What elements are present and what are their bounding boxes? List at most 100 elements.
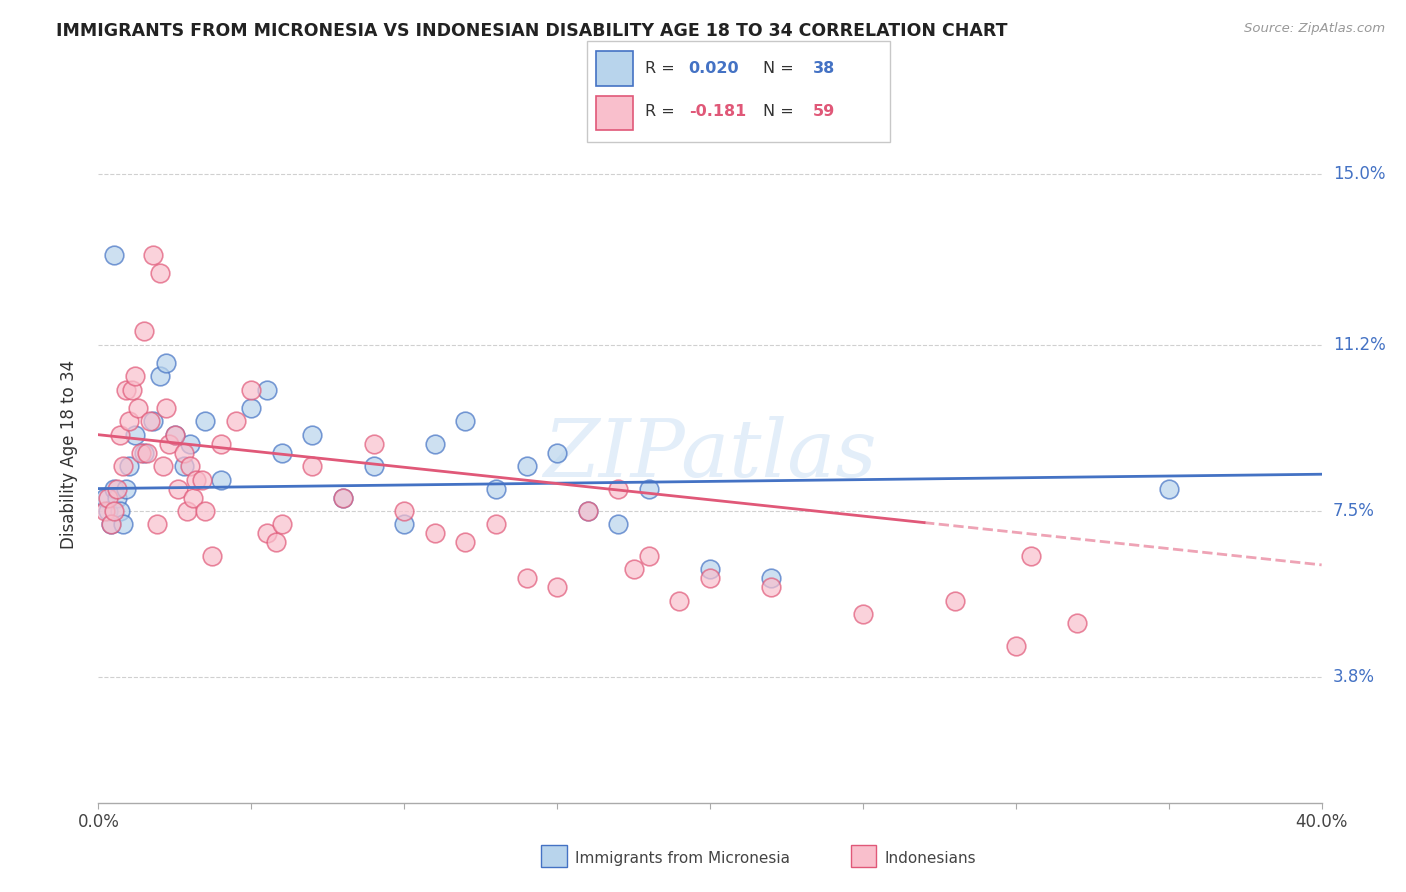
Point: [637, 482, 661, 496]
Point: [149, 266, 172, 280]
Point: [115, 482, 138, 496]
Point: [179, 459, 201, 474]
Point: [1066, 616, 1088, 631]
Text: R =: R =: [645, 62, 681, 77]
Point: [240, 383, 263, 397]
Y-axis label: Disability Age 18 to 34: Disability Age 18 to 34: [59, 360, 77, 549]
Point: [270, 517, 294, 532]
Point: [97, 491, 120, 505]
Point: [155, 401, 177, 415]
Point: [118, 414, 141, 428]
Text: N =: N =: [763, 104, 799, 120]
Point: [363, 436, 385, 450]
Text: 11.2%: 11.2%: [1333, 336, 1385, 354]
FancyBboxPatch shape: [586, 41, 890, 142]
Point: [256, 526, 278, 541]
Text: 3.8%: 3.8%: [1333, 668, 1375, 686]
Text: N =: N =: [763, 62, 799, 77]
Point: [485, 517, 508, 532]
Point: [270, 445, 294, 459]
Text: 38: 38: [813, 62, 835, 77]
Point: [699, 562, 721, 576]
Point: [134, 325, 156, 339]
Point: [546, 445, 568, 459]
Point: [179, 436, 201, 450]
Point: [157, 436, 180, 450]
Point: [332, 491, 354, 505]
Point: [118, 459, 141, 474]
Point: [181, 491, 204, 505]
Point: [363, 459, 385, 474]
FancyBboxPatch shape: [596, 95, 633, 130]
Point: [139, 414, 162, 428]
Point: [111, 459, 134, 474]
Point: [173, 459, 195, 474]
Point: [699, 571, 721, 585]
Point: [167, 482, 190, 496]
Point: [176, 504, 198, 518]
Point: [423, 526, 446, 541]
Point: [301, 427, 323, 442]
Point: [142, 248, 165, 262]
Point: [546, 580, 568, 594]
Point: [392, 517, 416, 532]
Point: [152, 459, 174, 474]
Text: 0.020: 0.020: [689, 62, 740, 77]
Text: Source: ZipAtlas.com: Source: ZipAtlas.com: [1244, 22, 1385, 36]
Point: [93, 504, 115, 518]
Point: [93, 491, 115, 505]
Point: [136, 445, 159, 459]
Point: [173, 445, 195, 459]
Point: [761, 580, 783, 594]
Point: [194, 504, 217, 518]
Point: [124, 369, 146, 384]
Point: [852, 607, 875, 622]
Point: [186, 473, 208, 487]
Text: ZIPatlas: ZIPatlas: [543, 417, 877, 493]
Point: [129, 445, 152, 459]
Point: [454, 535, 477, 549]
Text: R =: R =: [645, 104, 681, 120]
Point: [209, 473, 232, 487]
Point: [121, 383, 143, 397]
Point: [301, 459, 323, 474]
Text: 15.0%: 15.0%: [1333, 165, 1385, 184]
Point: [163, 427, 186, 442]
Point: [264, 535, 287, 549]
Text: Immigrants from Micronesia: Immigrants from Micronesia: [575, 851, 790, 865]
Text: IMMIGRANTS FROM MICRONESIA VS INDONESIAN DISABILITY AGE 18 TO 34 CORRELATION CHA: IMMIGRANTS FROM MICRONESIA VS INDONESIAN…: [56, 22, 1008, 40]
Point: [124, 427, 146, 442]
Point: [108, 427, 131, 442]
Point: [761, 571, 783, 585]
Point: [103, 482, 125, 496]
Point: [142, 414, 165, 428]
Point: [194, 414, 217, 428]
Point: [105, 491, 128, 505]
Point: [332, 491, 354, 505]
Point: [115, 383, 138, 397]
Text: -0.181: -0.181: [689, 104, 747, 120]
Point: [423, 436, 446, 450]
Point: [100, 517, 122, 532]
Point: [240, 401, 263, 415]
Point: [155, 356, 177, 370]
Point: [607, 517, 630, 532]
FancyBboxPatch shape: [596, 52, 633, 87]
Text: 7.5%: 7.5%: [1333, 502, 1375, 520]
Point: [200, 549, 222, 563]
Point: [149, 369, 172, 384]
Point: [105, 482, 128, 496]
Point: [392, 504, 416, 518]
Text: Indonesians: Indonesians: [884, 851, 976, 865]
Point: [637, 549, 661, 563]
Text: 59: 59: [813, 104, 835, 120]
Point: [454, 414, 477, 428]
Point: [607, 482, 630, 496]
Point: [97, 504, 120, 518]
Point: [623, 562, 645, 576]
Point: [256, 383, 278, 397]
Point: [108, 504, 131, 518]
Point: [1019, 549, 1042, 563]
Point: [103, 504, 125, 518]
Point: [209, 436, 232, 450]
